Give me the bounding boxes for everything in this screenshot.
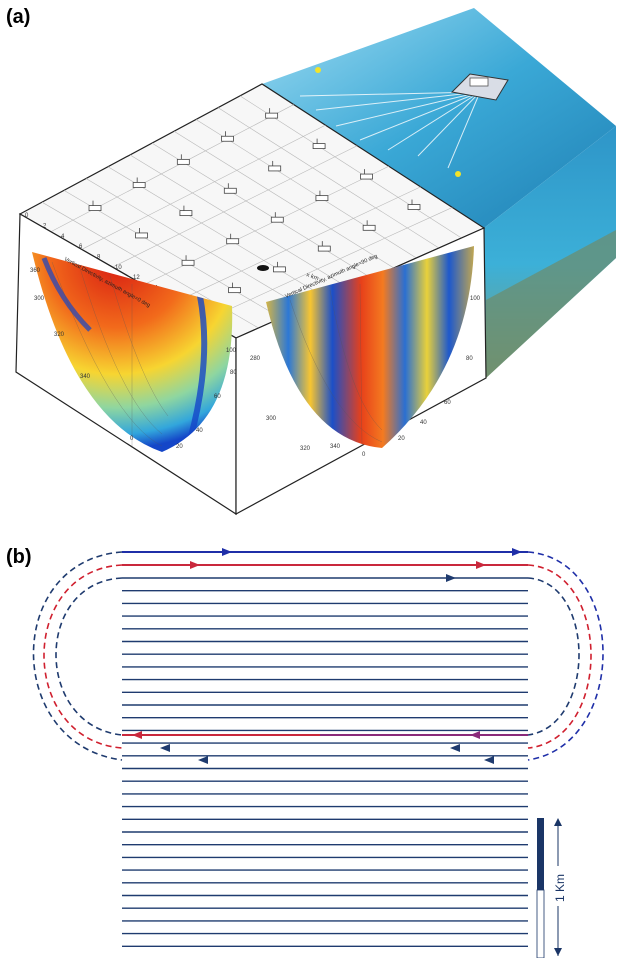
arrow-left-icon	[450, 744, 460, 752]
receiver-icon	[360, 169, 373, 180]
receiver-icon	[268, 160, 282, 172]
arrow-right-icon	[446, 574, 456, 582]
arrow-right-icon	[512, 548, 522, 556]
angle-tick: 40	[420, 420, 427, 426]
grid-line	[151, 142, 372, 279]
arrow-right-icon	[222, 548, 232, 556]
acquisition-lines-diagram: 1 Km	[32, 548, 604, 958]
grid-line	[217, 107, 440, 249]
arrow-left-icon	[160, 744, 170, 752]
arrow-right-icon	[476, 561, 486, 569]
tick-label: 10	[115, 265, 122, 271]
receiver-icon	[181, 255, 195, 266]
angle-tick: 80	[230, 370, 237, 376]
receiver-icon	[407, 199, 421, 210]
turn-arcs	[32, 551, 604, 761]
angle-tick: 60	[444, 400, 451, 406]
x-unit-label: x km	[305, 272, 319, 282]
tick-label: 4	[61, 234, 65, 240]
angle-tick: 360	[30, 268, 41, 274]
left-polar-grid	[51, 261, 169, 448]
angle-tick: 340	[80, 374, 91, 380]
grid-line	[174, 186, 421, 303]
receiver-icon	[270, 212, 284, 223]
tick-label: 12	[133, 275, 140, 281]
grid-line	[107, 166, 327, 299]
receiver-icons	[88, 108, 421, 294]
receiver-icon	[223, 183, 237, 194]
receiver-icon	[176, 154, 190, 165]
receiver-icon	[317, 241, 331, 252]
grid-line	[239, 95, 462, 239]
receiver-icon	[226, 233, 240, 245]
angle-tick: 80	[466, 356, 473, 362]
angle-tick: 100	[226, 348, 237, 354]
angle-tick: 0	[362, 452, 366, 458]
arrow-left-icon	[198, 756, 208, 764]
angle-tick: 340	[330, 444, 341, 450]
arrow-left-icon	[484, 756, 494, 764]
angle-tick: 280	[250, 356, 261, 362]
angle-tick: 0	[130, 436, 134, 442]
angle-tick: 20	[398, 436, 405, 442]
grid-line	[195, 119, 417, 259]
scale-label: 1 Km	[553, 874, 567, 902]
arrow-right-icon	[190, 561, 200, 569]
seabed	[486, 230, 616, 378]
receiver-icon	[273, 261, 286, 273]
right-polar-grid	[289, 283, 383, 447]
angle-tick: 320	[54, 332, 65, 338]
grid-line	[173, 131, 394, 269]
tick-label: 0	[25, 213, 29, 219]
right-angle-ticks: 280 300 320 340 0 20 40 60 80 100	[250, 296, 481, 458]
tick-label: 2	[43, 224, 47, 230]
seismic-survey-3d-diagram: 0246810121416182022 02468101214 x km Ver…	[15, 8, 616, 516]
tick-label: 8	[97, 255, 101, 261]
streamers	[299, 91, 481, 169]
direction-arrows	[132, 548, 522, 764]
grid-line	[205, 207, 453, 321]
grid-line	[112, 145, 358, 268]
source-icon	[257, 265, 269, 271]
panel-b-label: (b)	[6, 546, 32, 568]
arrow-left-icon	[470, 731, 480, 739]
tick-label: 6	[79, 244, 83, 250]
panel-a-label: (a)	[6, 6, 31, 28]
arrow-left-icon	[132, 731, 142, 739]
receiver-icon	[315, 190, 329, 202]
grid-line	[129, 154, 349, 289]
receiver-icon	[179, 205, 193, 217]
receiver-icon	[88, 200, 102, 211]
receiver-icon	[132, 177, 146, 188]
grid-line	[81, 124, 326, 250]
receiver-icon	[362, 220, 376, 231]
scale-bar: 1 Km	[536, 818, 567, 958]
angle-tick: 300	[34, 296, 45, 302]
arrow-up-icon	[554, 818, 562, 826]
survey-ship-icon	[450, 73, 509, 101]
left-angle-ticks: 360 300 320 340 0 20 40 60 80 100	[30, 268, 237, 450]
angle-tick: 20	[176, 444, 183, 450]
survey-lines	[122, 577, 528, 947]
angle-tick: 320	[300, 446, 311, 452]
receiver-icon	[221, 131, 234, 142]
receiver-icon	[265, 108, 279, 119]
receiver-icon	[312, 138, 326, 149]
receiver-icon	[228, 282, 241, 294]
arrow-down-icon	[554, 948, 562, 956]
angle-tick: 40	[196, 428, 203, 434]
angle-tick: 60	[214, 394, 221, 400]
float-icon	[315, 67, 321, 73]
grid-line	[63, 190, 282, 319]
float-icon	[455, 171, 461, 177]
grid-line	[85, 178, 304, 309]
angle-tick: 100	[470, 296, 481, 302]
receiver-icon	[135, 227, 148, 239]
angle-tick: 300	[266, 416, 277, 422]
